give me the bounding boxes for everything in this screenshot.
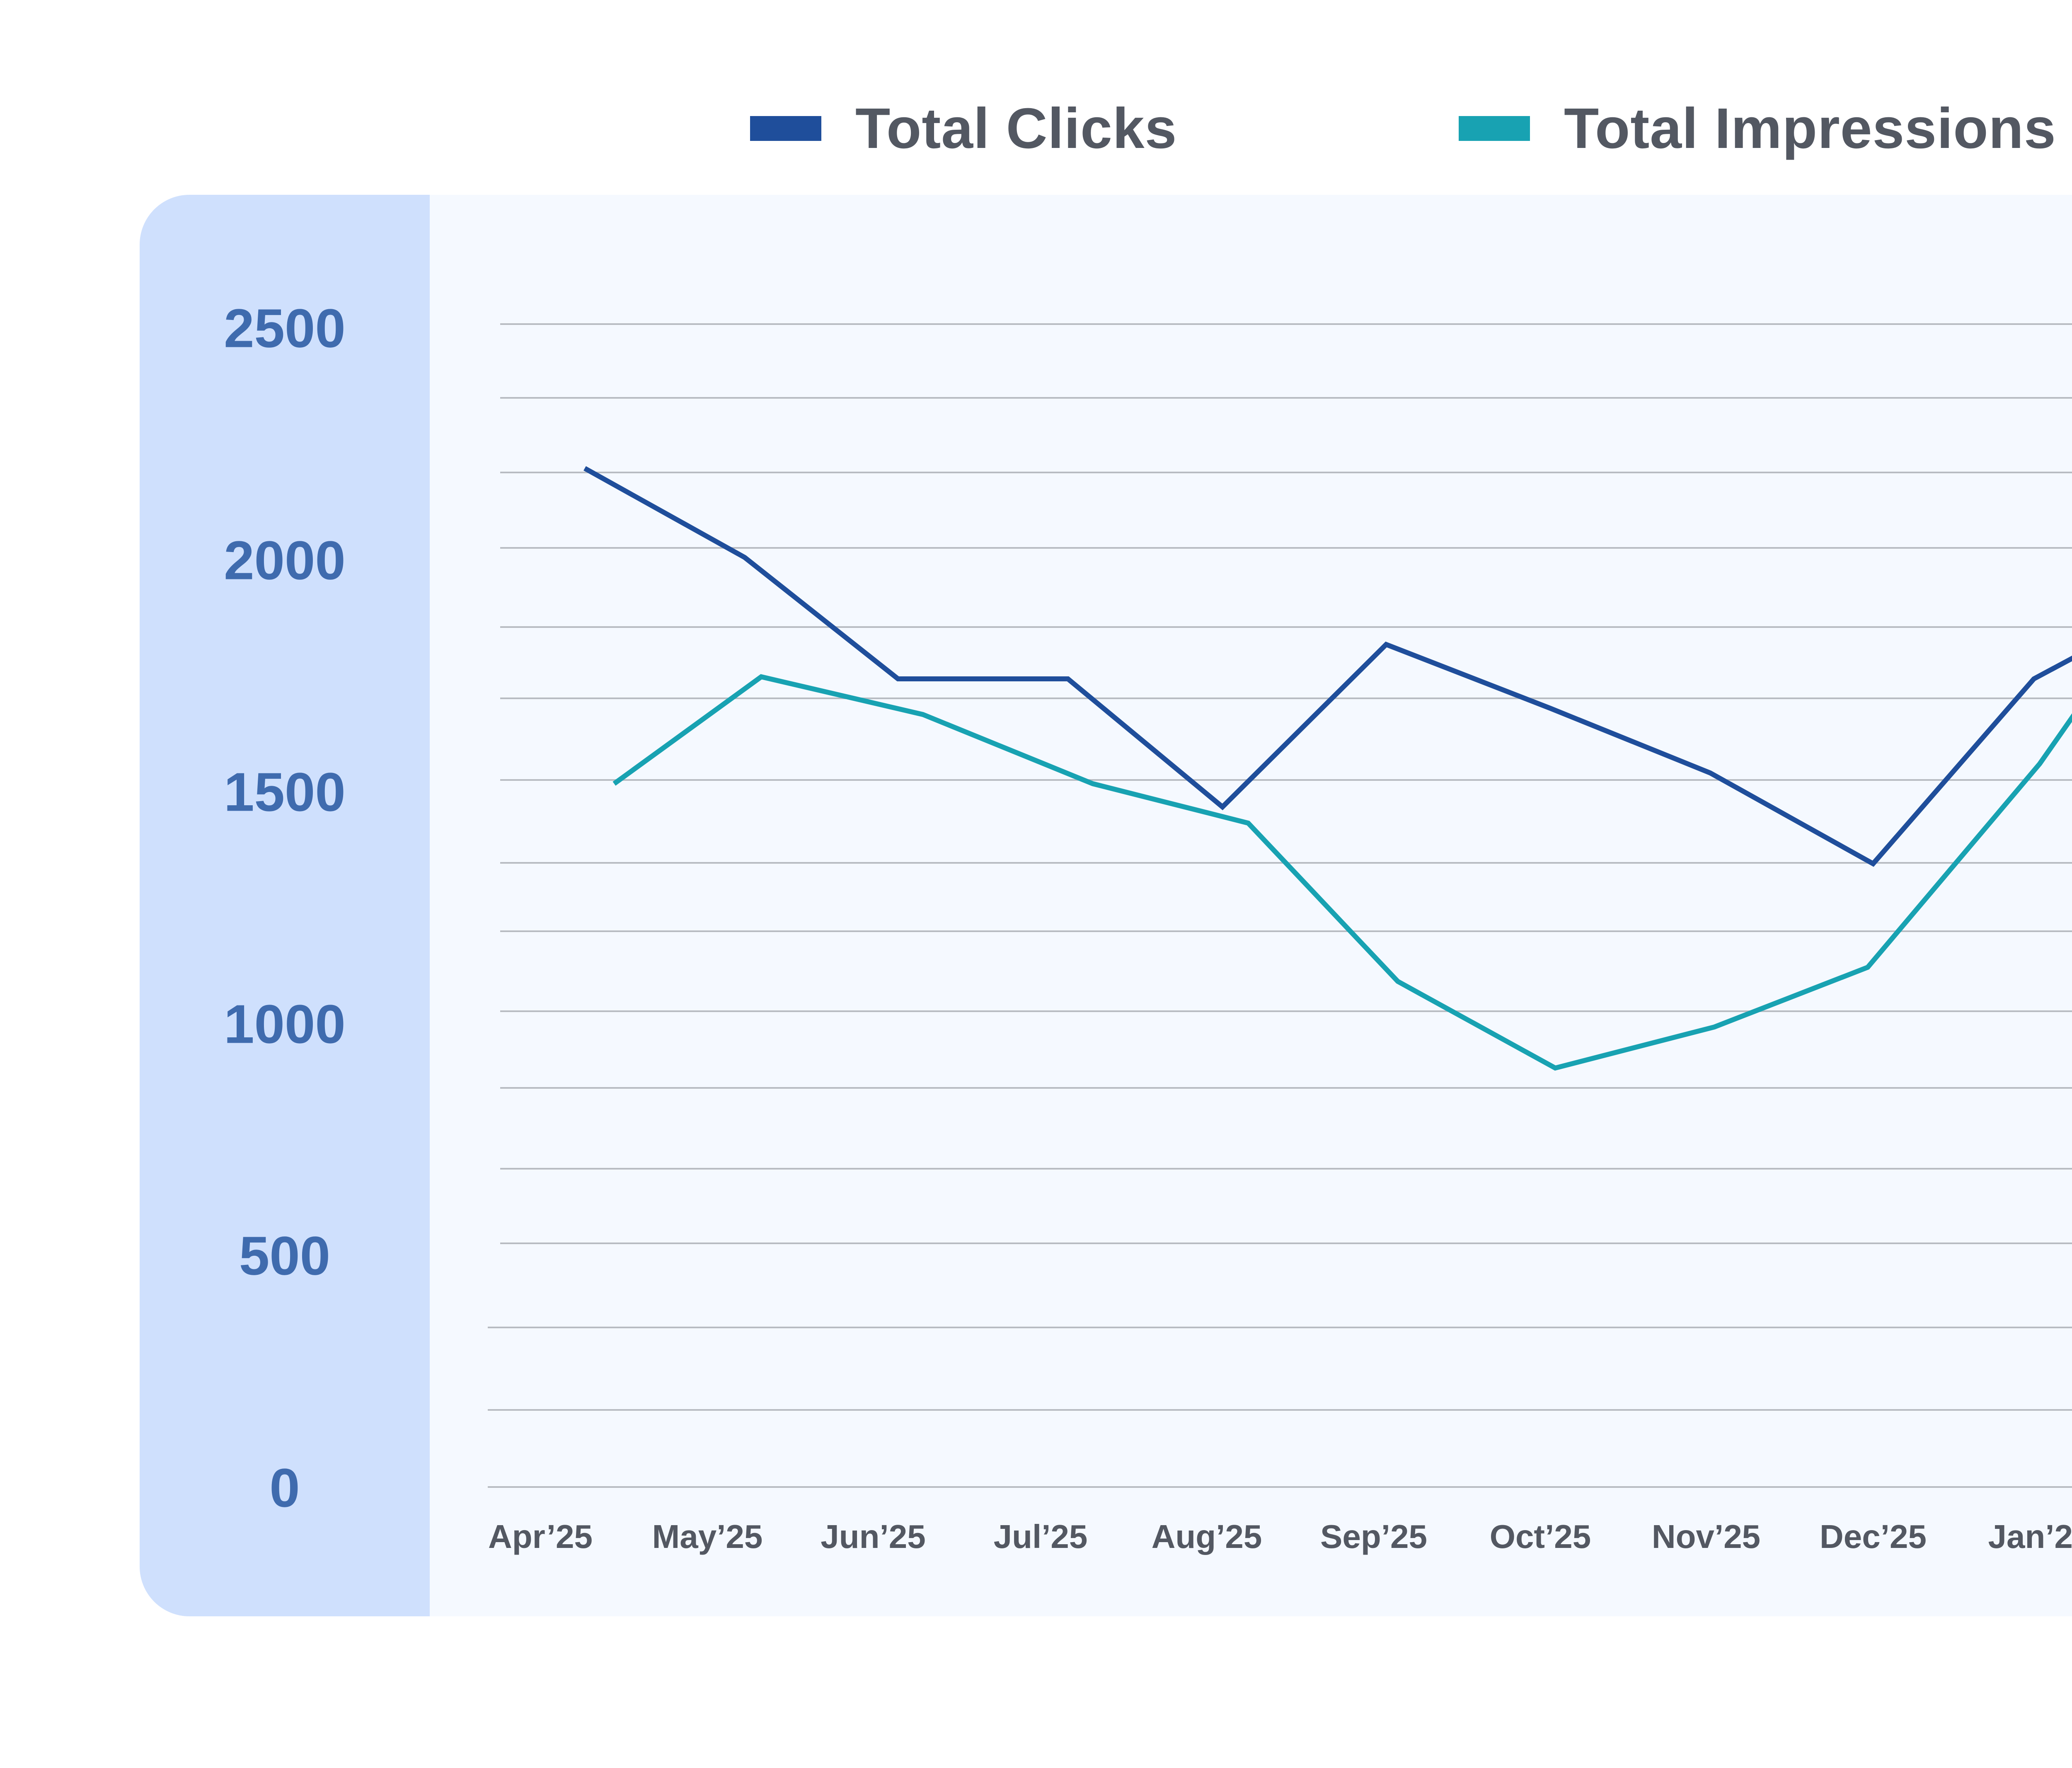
legend-item-total-impressions[interactable]: Total Impressions <box>1459 95 2056 162</box>
left-y-tick: 2500 <box>224 298 346 359</box>
plot-svg <box>488 323 2072 1488</box>
x-tick: Aug’25 <box>1151 1518 1262 1555</box>
clicks-line <box>583 466 2072 867</box>
x-tick: Jun’25 <box>821 1518 926 1555</box>
x-tick: Sep’25 <box>1320 1518 1427 1555</box>
x-tick: Jul’25 <box>993 1518 1088 1555</box>
x-tick: Apr’25 <box>488 1518 593 1555</box>
legend-label: Total Clicks <box>855 96 1177 160</box>
x-tick: Dec’25 <box>1820 1518 1927 1555</box>
left-y-tick: 2000 <box>224 530 346 591</box>
x-tick: Nov’25 <box>1651 1518 1761 1555</box>
legend-swatch-impressions <box>1459 116 1530 141</box>
legend-swatch-clicks <box>750 116 821 141</box>
plot-area <box>430 195 2072 1616</box>
chart-legend: Total Clicks Total Impressions <box>0 95 2072 162</box>
chart-card: 2500 2000 1500 1000 500 0 800.0k 600.0k … <box>140 195 2072 1616</box>
x-tick: Oct’25 <box>1489 1518 1591 1555</box>
left-y-tick: 1000 <box>224 993 346 1055</box>
x-tick: May’25 <box>652 1518 763 1555</box>
impressions-line <box>612 674 2072 1071</box>
gridlines <box>488 323 2072 1488</box>
legend-label: Total Impressions <box>1564 96 2056 160</box>
legend-item-total-clicks[interactable]: Total Clicks <box>750 95 1177 162</box>
left-y-tick: 500 <box>239 1225 331 1286</box>
left-y-tick: 0 <box>269 1457 300 1519</box>
left-y-tick: 1500 <box>224 761 346 823</box>
x-tick: Jan’26 <box>1988 1518 2072 1555</box>
